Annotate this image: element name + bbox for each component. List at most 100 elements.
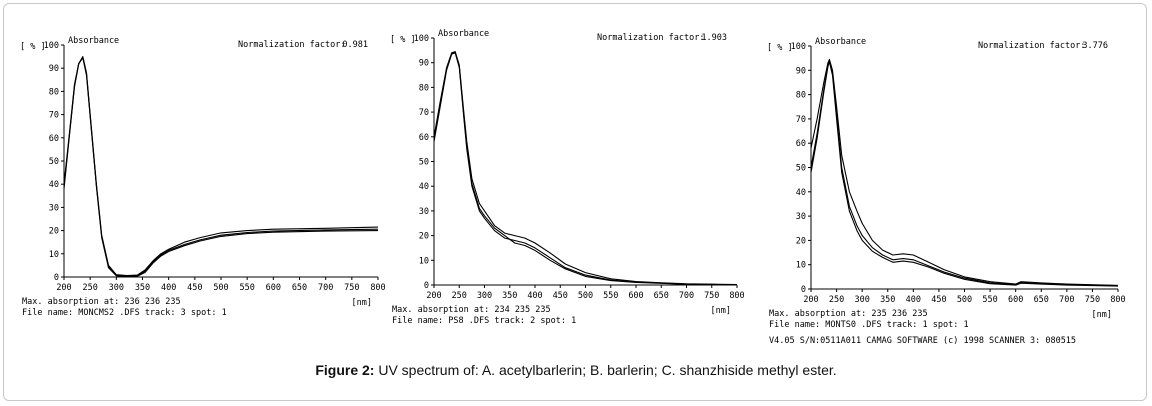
x-tick-label: 650	[654, 291, 669, 301]
spectrum-line-2	[810, 60, 1119, 287]
figure-caption: Figure 2: UV spectrum of: A. acetylbarle…	[0, 362, 1152, 378]
x-tick-label: 550	[239, 283, 254, 293]
x-tick-label: 300	[477, 291, 492, 301]
x-tick-label: 350	[880, 295, 895, 305]
y-tick-label: 30	[796, 212, 806, 222]
software-info-line: V4.05 S/N:0511A011 CAMAG SOFTWARE (c) 19…	[769, 336, 1076, 346]
x-unit-label: [nm]	[711, 306, 731, 316]
y-tick-label: 40	[49, 180, 59, 190]
y-tick-label: 50	[796, 164, 806, 174]
normalization-label: Normalization factor:	[597, 33, 704, 43]
y-tick-label: 70	[419, 108, 429, 118]
x-tick-label: 750	[344, 283, 359, 293]
x-tick-label: 350	[502, 291, 517, 301]
y-tick-label: 10	[796, 261, 806, 271]
x-tick-label: 500	[213, 283, 228, 293]
y-tick-label: 90	[419, 59, 429, 69]
x-tick-label: 650	[1034, 295, 1049, 305]
y-tick-label: 20	[796, 236, 806, 246]
y-tick-label: 80	[796, 91, 806, 101]
spectrum-line-3	[433, 51, 738, 286]
y-unit-label: [ % ]	[390, 35, 416, 45]
spectrum-line-2	[433, 51, 738, 286]
y-tick-label: 40	[796, 188, 806, 198]
x-tick-label: 250	[82, 283, 97, 293]
y-tick-label: 60	[796, 139, 806, 149]
y-tick-label: 60	[419, 133, 429, 143]
x-tick-label: 700	[679, 291, 694, 301]
y-tick-label: 50	[419, 158, 429, 168]
x-tick-label: 800	[1110, 295, 1125, 305]
x-tick-label: 800	[370, 283, 385, 293]
spectrum-line-2	[63, 57, 379, 278]
chart-b-barlerin: 0 10 20 30 40 50 60 70 80 90 100 200 250 300 350 400 450…	[390, 29, 745, 326]
y-tick-label: 50	[49, 157, 59, 167]
x-tick-label: 400	[906, 295, 921, 305]
x-tick-label: 800	[729, 291, 744, 301]
y-tick-label: 90	[796, 66, 806, 76]
normalization-value: 0.981	[342, 40, 368, 50]
normalization-value: 1.903	[701, 33, 727, 43]
file-name-line: File name: MONCMS2 .DFS track: 3 spot: 1	[22, 308, 227, 318]
y-tick-label: 80	[419, 83, 429, 93]
x-unit-label: [nm]	[1092, 310, 1112, 320]
y-tick-label: 0	[424, 281, 429, 291]
y-tick-label: 10	[419, 256, 429, 266]
x-tick-label: 300	[854, 295, 869, 305]
spectrum-line-3	[810, 61, 1119, 287]
normalization-label: Normalization factor:	[238, 40, 345, 50]
x-tick-label: 500	[578, 291, 593, 301]
y-axis-title: Absorbance	[68, 36, 119, 46]
x-tick-label: 450	[187, 283, 202, 293]
max-absorption-line: Max. absorption at: 234 235 235	[392, 305, 551, 315]
file-name-line: File name: MONTS0 .DFS track: 1 spot: 1	[769, 320, 969, 330]
y-tick-label: 60	[49, 134, 59, 144]
chart-c-shanzhiside: 0 10 20 30 40 50 60 70 80 90 100 200 250 300 350 400 450…	[767, 37, 1126, 346]
y-tick-label: 30	[419, 207, 429, 217]
y-tick-label: 90	[49, 64, 59, 74]
normalization-value: 3.776	[1082, 41, 1108, 51]
max-absorption-line: Max. absorption at: 235 236 235	[769, 309, 928, 319]
y-tick-label: 80	[49, 87, 59, 97]
spectrum-line-3	[63, 56, 379, 277]
x-tick-label: 400	[161, 283, 176, 293]
x-tick-label: 450	[553, 291, 568, 301]
caption-text: UV spectrum of: A. acetylbarlerin; B. ba…	[378, 362, 837, 378]
x-tick-label: 250	[452, 291, 467, 301]
x-tick-label: 550	[603, 291, 618, 301]
y-unit-label: [ % ]	[20, 42, 46, 52]
x-tick-label: 200	[426, 291, 441, 301]
x-tick-label: 750	[1085, 295, 1100, 305]
y-tick-label: 40	[419, 182, 429, 192]
y-tick-label: 100	[791, 42, 806, 52]
x-tick-label: 700	[1059, 295, 1074, 305]
y-tick-label: 0	[54, 273, 59, 283]
x-tick-label: 750	[704, 291, 719, 301]
y-tick-label: 100	[44, 41, 59, 51]
chart-a-acetylbarlerin: 0 10 20 30 40 50 60 70 80 90 100 200 250 300 350 400 450…	[20, 36, 386, 318]
y-unit-label: [ % ]	[767, 43, 793, 53]
x-tick-label: 250	[829, 295, 844, 305]
y-tick-label: 70	[796, 115, 806, 125]
x-tick-label: 600	[1008, 295, 1023, 305]
spectrum-line-1	[63, 56, 379, 277]
y-tick-label: 20	[49, 227, 59, 237]
x-unit-label: [nm]	[352, 298, 372, 308]
x-tick-label: 200	[56, 283, 71, 293]
x-tick-label: 700	[318, 283, 333, 293]
y-tick-label: 100	[414, 34, 429, 44]
figure-frame	[3, 3, 1147, 401]
y-tick-label: 30	[49, 203, 59, 213]
x-tick-label: 600	[266, 283, 281, 293]
y-axis-title: Absorbance	[438, 29, 489, 39]
y-tick-label: 10	[49, 250, 59, 260]
y-tick-label: 20	[419, 232, 429, 242]
x-tick-label: 550	[982, 295, 997, 305]
x-tick-label: 200	[803, 295, 818, 305]
spectrum-line-1	[433, 52, 738, 286]
spectrum-line-1	[810, 58, 1119, 286]
x-tick-label: 650	[292, 283, 307, 293]
x-tick-label: 600	[628, 291, 643, 301]
caption-label: Figure 2:	[315, 362, 375, 378]
